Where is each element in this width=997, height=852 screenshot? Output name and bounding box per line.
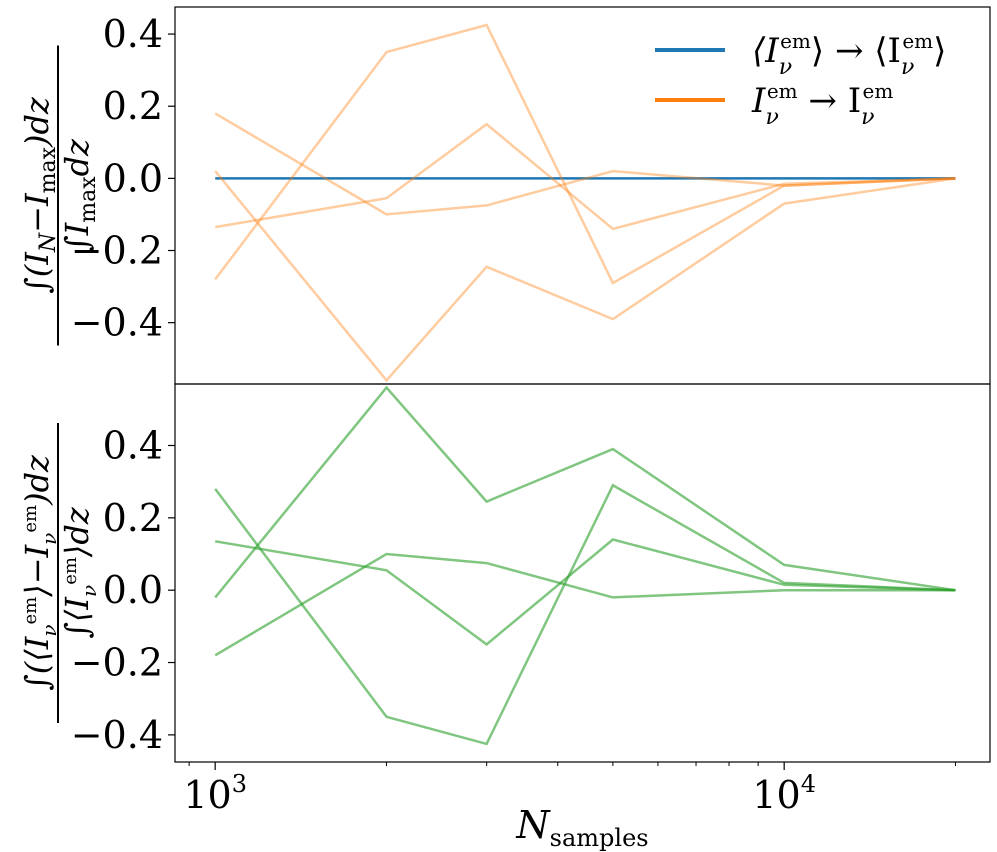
series-line-0-1 xyxy=(214,112,956,216)
bottom-panel: −0.4−0.20.00.20.4∫(⟨Iνem⟩−Iνem)dz∫⟨Iνem⟩… xyxy=(18,383,991,763)
series-line-1-1 xyxy=(214,483,956,746)
x-tick-label: 104 xyxy=(752,770,816,817)
y-tick-label: −0.2 xyxy=(71,641,163,685)
y-tick-label: −0.2 xyxy=(71,229,163,273)
y-label-denominator: ∫⟨Iνem⟩dz xyxy=(58,506,101,639)
y-axis-label: ∫(IN−Imax)dz∫Imaxdz xyxy=(18,45,101,346)
series-line-1-2 xyxy=(214,385,956,599)
x-axis: 103 104 Nsamples xyxy=(183,762,956,852)
y-tick-label: 0.4 xyxy=(103,12,163,56)
series-line-1-0 xyxy=(214,552,956,657)
y-tick-label: 0.2 xyxy=(103,84,163,128)
series-line-0-2 xyxy=(214,23,956,285)
y-tick-label: −0.4 xyxy=(71,713,163,757)
series-line-0-3 xyxy=(214,170,956,383)
top-panel: −0.4−0.20.00.20.4∫(IN−Imax)dz∫Imaxdz xyxy=(18,6,991,385)
y-tick-label: 0.0 xyxy=(103,568,163,612)
y-label-numerator: ∫(IN−Imax)dz xyxy=(18,96,61,294)
y-axis-label: ∫(⟨Iνem⟩−Iνem)dz∫⟨Iνem⟩dz xyxy=(18,423,101,723)
x-tick-label: 103 xyxy=(183,770,247,817)
y-label-numerator: ∫(⟨Iνem⟩−Iνem)dz xyxy=(18,454,61,691)
series-line-0-4 xyxy=(214,122,956,231)
y-tick-label: −0.4 xyxy=(71,301,163,345)
x-axis-label: Nsamples xyxy=(515,803,648,852)
axes-frame xyxy=(174,383,991,763)
series-line-1-3 xyxy=(214,538,956,646)
legend-entry: ⟨Iνem⟩ → ⟨Iνem⟩ xyxy=(752,29,946,80)
y-tick-label: 0.0 xyxy=(103,156,163,200)
y-tick-label: 0.2 xyxy=(103,496,163,540)
legend: ⟨Iνem⟩ → ⟨Iνem⟩Iνem → Iνem xyxy=(655,29,946,130)
y-label-denominator: ∫Imaxdz xyxy=(58,138,101,252)
y-tick-label: 0.4 xyxy=(103,423,163,467)
legend-entry: Iνem → Iνem xyxy=(751,79,893,130)
